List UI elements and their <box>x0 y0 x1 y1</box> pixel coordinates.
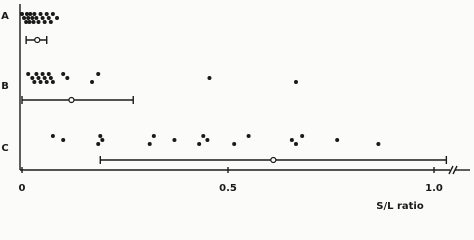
x-tick-label: 1.0 <box>425 183 443 194</box>
data-point <box>32 12 37 16</box>
data-point <box>293 80 298 84</box>
data-point <box>46 16 51 20</box>
data-point <box>32 80 37 84</box>
data-point <box>232 142 237 146</box>
data-point <box>48 20 53 24</box>
data-point <box>30 76 35 80</box>
data-point <box>61 138 66 142</box>
data-point <box>44 12 49 16</box>
data-point <box>34 16 39 20</box>
data-point <box>50 134 55 138</box>
data-point <box>48 76 53 80</box>
data-point <box>42 76 47 80</box>
data-point <box>61 72 66 76</box>
data-point <box>24 20 29 24</box>
data-point <box>65 76 70 80</box>
category-label: B <box>1 81 9 92</box>
data-point <box>300 134 305 138</box>
data-point <box>246 134 251 138</box>
data-point <box>207 76 212 80</box>
x-axis-label: S/L ratio <box>376 201 424 212</box>
data-point <box>20 12 24 16</box>
data-point <box>96 72 101 76</box>
data-point <box>22 16 27 20</box>
chart: S/L ratio 0 0.5 1.0 A B C <box>1 4 470 212</box>
data-point <box>50 12 55 16</box>
data-point <box>42 20 47 24</box>
data-point <box>26 72 31 76</box>
data-point <box>46 72 51 76</box>
mean-marker <box>34 36 41 44</box>
data-point <box>376 142 381 146</box>
data-point <box>201 134 206 138</box>
data-point <box>151 134 156 138</box>
data-point <box>38 80 43 84</box>
data-point <box>40 16 45 20</box>
data-point <box>197 142 202 146</box>
data-point <box>98 134 103 138</box>
data-point <box>335 138 340 142</box>
data-point <box>28 12 33 16</box>
data-point <box>96 142 101 146</box>
data-point <box>289 138 294 142</box>
data-point <box>293 142 298 146</box>
mean-marker <box>270 156 277 164</box>
data-point <box>31 20 36 24</box>
data-point <box>40 72 45 76</box>
data-point <box>26 16 31 20</box>
data-point <box>34 72 39 76</box>
x-tick-label: 0.5 <box>219 183 237 194</box>
data-point <box>36 76 41 80</box>
data-point <box>30 16 35 20</box>
data-point <box>100 138 105 142</box>
data-point <box>147 142 152 146</box>
data-point <box>36 20 41 24</box>
data-point <box>44 80 49 84</box>
data-point <box>172 138 177 142</box>
category-label: C <box>1 143 8 154</box>
category-label: A <box>1 11 9 22</box>
axis-break <box>448 165 454 175</box>
x-tick-label: 0 <box>19 183 26 194</box>
data-point <box>205 138 210 142</box>
data-point <box>90 80 95 84</box>
data-point <box>24 12 29 16</box>
data-point <box>38 12 43 16</box>
mean-marker <box>68 96 75 104</box>
data-point <box>50 80 55 84</box>
data-point <box>27 20 32 24</box>
data-point <box>55 16 60 20</box>
